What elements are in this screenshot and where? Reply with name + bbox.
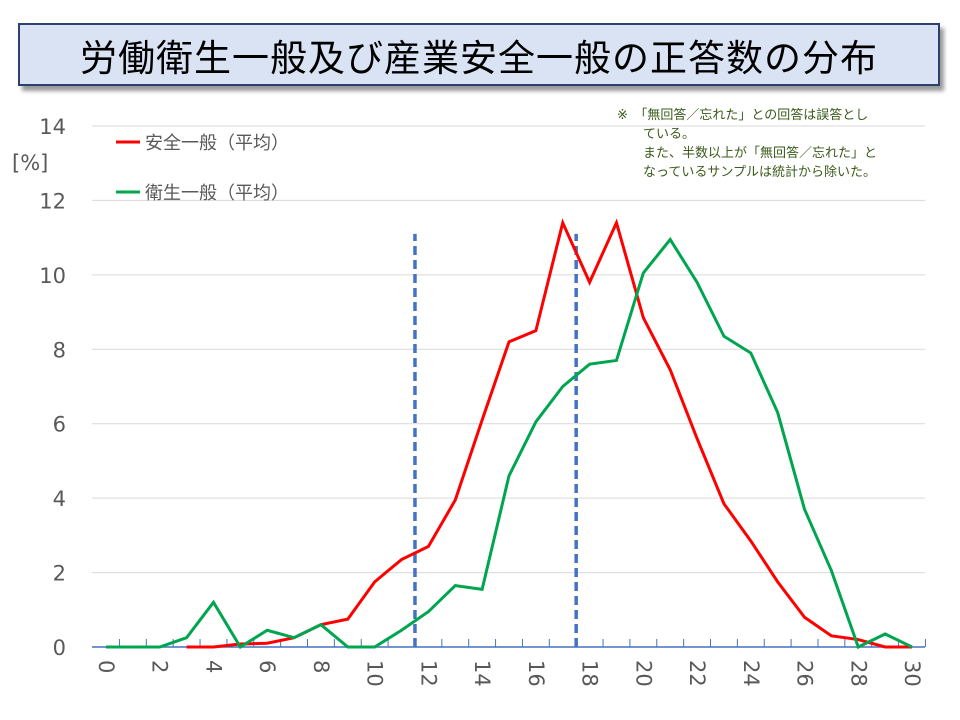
y-tick-label: 4 [53,487,66,511]
chart-note: ※ 「無回答／忘れた」との回答は誤答とし ている。 また、半数以上が「無回答／忘… [617,108,878,180]
x-tick-label: 20 [631,660,655,687]
x-tick-label: 2 [148,660,172,673]
x-tick-label: 4 [201,660,225,673]
x-tick-label: 24 [739,660,763,687]
y-tick-label: 14 [39,115,66,139]
x-tick-label: 16 [524,660,548,687]
x-tick-label: 28 [846,660,870,687]
x-tick-label: 8 [309,660,333,673]
x-tick-label: 10 [363,660,387,687]
y-tick-label: 2 [53,562,66,586]
y-tick-label: 0 [53,636,66,660]
title-box: 労働衛生一般及び産業安全一般の正答数の分布 [18,23,940,86]
x-tick-label: 0 [94,660,118,673]
x-tick-label: 22 [685,660,709,687]
legend-label: 衛生一般（平均） [145,183,289,204]
x-tick-label: 30 [900,660,924,687]
series-line-2 [106,236,913,650]
series-line-1 [186,218,912,649]
legend-label: 安全一般（平均） [145,133,289,154]
y-axis-label: [%] [12,151,48,175]
chart-title: 労働衛生一般及び産業安全一般の正答数の分布 [80,36,878,80]
y-tick-label: 12 [39,189,66,213]
y-tick-label: 6 [53,413,66,437]
x-tick-label: 26 [793,660,817,687]
x-tick-label: 12 [416,660,440,687]
y-tick-label: 10 [39,264,66,288]
x-tick-label: 6 [255,660,279,673]
y-tick-label: 8 [53,338,66,362]
x-tick-label: 18 [578,660,602,687]
x-tick-label: 14 [470,660,494,687]
